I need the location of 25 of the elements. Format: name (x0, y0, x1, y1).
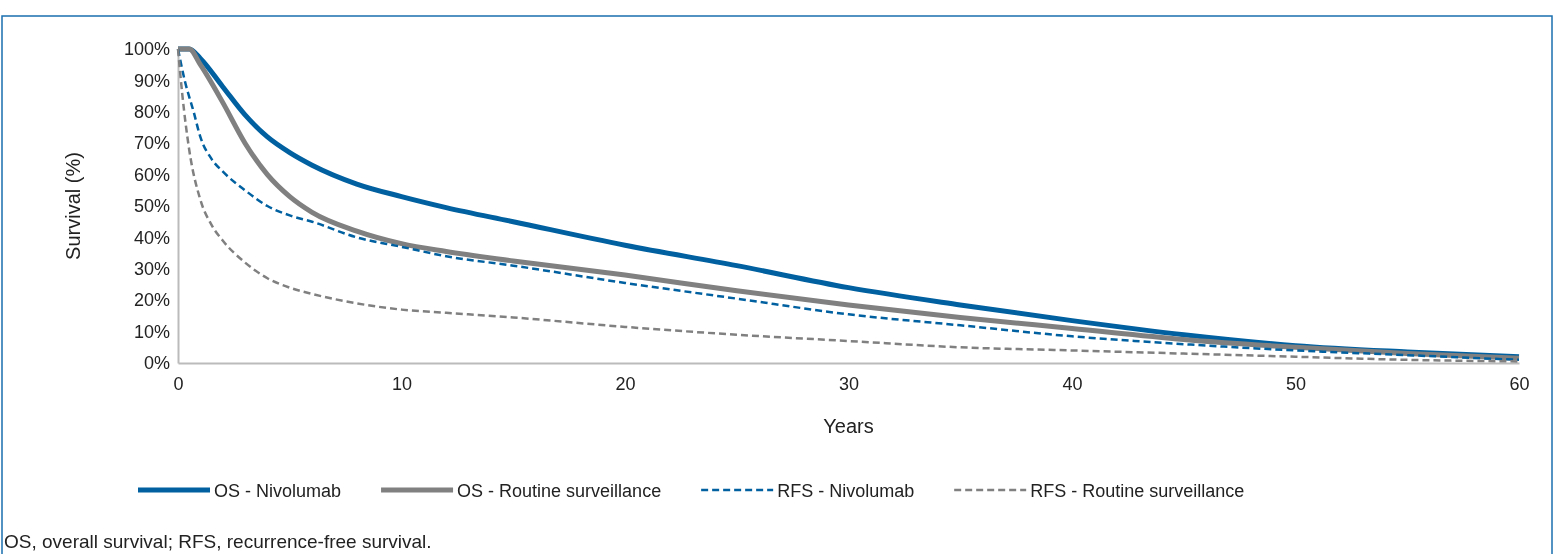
x-tick-label: 0 (173, 373, 184, 394)
y-tick-label: 40% (133, 227, 170, 248)
y-tick-label: 50% (133, 196, 170, 217)
y-tick-label: 90% (133, 70, 170, 91)
y-tick-label: 70% (133, 133, 170, 154)
y-tick-label: 100% (123, 39, 170, 60)
y-axis-title: Survival (%) (62, 152, 84, 260)
y-tick-label: 80% (133, 102, 170, 123)
x-tick-label: 10 (391, 373, 413, 394)
x-axis-title: Years (823, 415, 874, 437)
y-tick-label: 10% (133, 321, 170, 342)
text: OS, overall survival; RFS, recurrence-free survival. (4, 531, 432, 552)
legend-label: OS - Routine surveillance (457, 481, 662, 501)
legend-label: RFS - Nivolumab (777, 481, 915, 501)
y-tick-label: 60% (133, 164, 170, 185)
x-tick-label: 50 (1285, 373, 1307, 394)
x-tick-label: 40 (1062, 373, 1083, 394)
y-tick-label: 20% (133, 290, 170, 311)
x-tick-label: 20 (615, 373, 636, 394)
legend-label: OS - Nivolumab (214, 481, 342, 501)
legend-label: RFS - Routine surveillance (1030, 481, 1245, 501)
x-tick-label: 30 (838, 373, 860, 394)
y-tick-label: 0% (143, 353, 170, 374)
y-tick-label: 30% (133, 259, 170, 280)
x-tick-label: 60 (1509, 373, 1530, 394)
